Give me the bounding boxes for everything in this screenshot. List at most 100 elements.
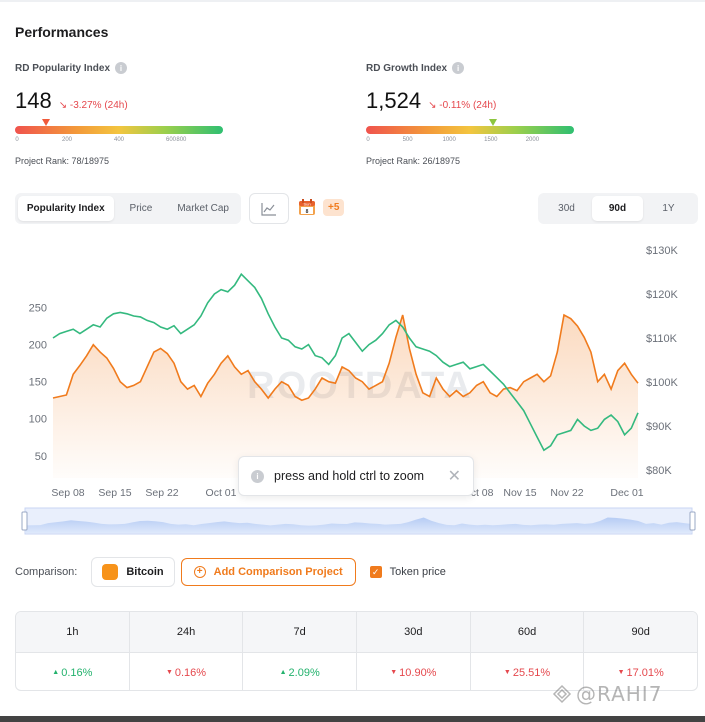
change-value: 17.01% xyxy=(626,666,664,679)
gauge-ticks: 0 200 400 600 800 xyxy=(15,137,223,147)
table-header-cell: 1h xyxy=(16,612,130,652)
y-right-tick-label: $110K xyxy=(646,333,678,345)
x-tick-label: Dec 01 xyxy=(610,487,643,499)
add-comparison-button[interactable]: + Add Comparison Project xyxy=(180,558,356,586)
bitcoin-color-swatch xyxy=(102,564,119,580)
arrow-down-icon: ▼ xyxy=(165,669,173,676)
section-title: Performances xyxy=(15,24,109,40)
y-right-tick-label: $100K xyxy=(646,377,678,389)
table-header-cell: 90d xyxy=(631,626,650,638)
metric-tabs: Popularity Index Price Market Cap xyxy=(15,193,241,224)
growth-index-metric: RD Growth Index i 1,524 ↘ -0.11% (24h) 0… xyxy=(366,62,626,166)
popularity-line xyxy=(52,313,639,402)
navigator-left-handle[interactable] xyxy=(21,511,28,531)
performance-table: 1h 24h 7d 30d 60d 90d ▲ 0.16% ▼ 0.16% ▲ 2.09%… xyxy=(15,611,698,691)
close-icon[interactable]: ✕ xyxy=(447,468,461,485)
range-90d[interactable]: 90d xyxy=(592,196,643,221)
gauge-tick: 0 xyxy=(15,137,19,143)
trend-down-icon: ↘ xyxy=(428,100,437,111)
y-left-tick-label: 150 xyxy=(29,377,47,389)
table-header-cell: 24h xyxy=(130,612,244,652)
bottom-edge xyxy=(0,716,705,722)
gauge-tick: 2000 xyxy=(525,137,540,143)
tab-market-cap[interactable]: Market Cap xyxy=(177,203,229,214)
svg-text:8: 8 xyxy=(306,209,309,215)
change-value: 25.51% xyxy=(512,666,551,679)
change-value: 10.90% xyxy=(399,666,437,679)
range-30d[interactable]: 30d xyxy=(558,203,575,214)
events-count-badge[interactable]: +5 xyxy=(323,199,345,216)
y-right-tick-label: $120K xyxy=(646,289,678,301)
table-cell: ▲ 2.09% xyxy=(243,652,358,690)
token-price-label: Token price xyxy=(389,566,446,578)
comparison-label: Comparison: xyxy=(15,566,78,578)
x-tick-label: Nov 15 xyxy=(503,487,536,499)
change-value: 2.09% xyxy=(288,666,320,679)
gauge-marker xyxy=(41,119,50,126)
arrow-down-icon: ▼ xyxy=(390,669,398,676)
project-rank: Project Rank: 26/18975 xyxy=(366,156,461,166)
time-range-selector: 30d 90d 1Y xyxy=(538,193,698,224)
table-header-cell: 60d xyxy=(471,612,585,652)
credit-text: @RAHI7 xyxy=(576,682,663,706)
gauge-ticks: 0 500 1000 1500 2000 xyxy=(366,137,574,147)
bitcoin-pill[interactable]: Bitcoin xyxy=(91,557,175,587)
metric-label: RD Popularity Index xyxy=(15,62,111,74)
table-cell: ▲ 0.16% xyxy=(16,652,130,690)
table-header-row: 1h 24h 7d 30d 60d 90d xyxy=(16,612,697,652)
gauge-tick: 0 xyxy=(366,137,370,143)
info-icon[interactable]: i xyxy=(115,62,128,74)
tab-price[interactable]: Price xyxy=(129,203,153,214)
change-value: 0.16% xyxy=(61,666,93,679)
calendar-day-text: Sun xyxy=(303,202,310,207)
performance-chart[interactable]: 50 100 150 200 250 $80K $90K $100K $110K $120K $1… xyxy=(0,238,705,538)
gauge-tick: 600 xyxy=(165,137,177,143)
change-value: 0.16% xyxy=(174,666,207,679)
credit-watermark: @RAHI7 xyxy=(552,682,662,706)
calendar-event-icon[interactable]: Sun 8 xyxy=(298,198,316,216)
table-cell: ▼ 25.51% xyxy=(470,652,585,690)
arrow-up-icon: ▲ xyxy=(52,669,60,676)
gauge-tick: 800 xyxy=(176,137,187,143)
range-1y[interactable]: 1Y xyxy=(662,203,675,214)
gauge-tick: 500 xyxy=(402,137,413,143)
metric-value: 1,524 xyxy=(366,88,422,113)
metric-change: -0.11% (24h) xyxy=(439,100,497,111)
y-right-tick-label: $80K xyxy=(646,465,672,477)
metric-value: 148 xyxy=(15,88,52,113)
growth-gauge xyxy=(366,119,574,134)
y-right-tick-label: $130K xyxy=(646,245,678,257)
table-cell: ▼ 0.16% xyxy=(129,652,244,690)
navigator-right-handle[interactable] xyxy=(689,511,696,531)
table-cell: ▼ 10.90% xyxy=(357,652,471,690)
y-right-tick-label: $90K xyxy=(646,421,672,433)
top-divider xyxy=(0,0,705,2)
zoom-hint-tooltip: i press and hold ctrl to zoom ✕ xyxy=(238,456,474,496)
arrow-up-icon: ▲ xyxy=(279,669,287,676)
coin-name: Bitcoin xyxy=(126,566,164,578)
gauge-tick: 400 xyxy=(113,137,125,143)
gauge-tick: 1500 xyxy=(484,137,498,143)
popularity-gauge xyxy=(15,119,223,134)
line-chart-icon xyxy=(261,202,276,216)
gauge-tick: 200 xyxy=(61,137,73,143)
diamond-logo-icon xyxy=(552,684,572,704)
navigator-area xyxy=(25,517,692,533)
gauge-marker xyxy=(488,119,497,126)
arrow-down-icon: ▼ xyxy=(503,669,511,676)
table-header-cell: 7d xyxy=(243,612,358,652)
line-chart-toggle[interactable] xyxy=(249,193,289,224)
table-row: ▲ 0.16% ▼ 0.16% ▲ 2.09% ▼ 10.90% ▼ 25.51% ▼ 17.01% xyxy=(16,652,697,690)
y-left-tick-label: 200 xyxy=(29,340,47,352)
project-rank: Project Rank: 78/18975 xyxy=(15,156,110,166)
x-tick-label: Nov 22 xyxy=(550,487,583,499)
bitcoin-price-line xyxy=(52,272,639,452)
token-price-checkbox[interactable]: ✓ xyxy=(369,566,382,578)
table-cell: ▼ 17.01% xyxy=(584,652,697,690)
popularity-index-metric: RD Popularity Index i 148 ↘ -3.27% (24h)… xyxy=(15,62,275,166)
tab-popularity-index[interactable]: Popularity Index xyxy=(18,196,114,221)
info-icon[interactable]: i xyxy=(452,62,465,74)
comparison-bar: Comparison: Bitcoin + Add Comparison Pro… xyxy=(15,557,446,587)
x-tick-label: Sep 15 xyxy=(98,487,131,499)
x-tick-label: Sep 08 xyxy=(51,487,84,499)
